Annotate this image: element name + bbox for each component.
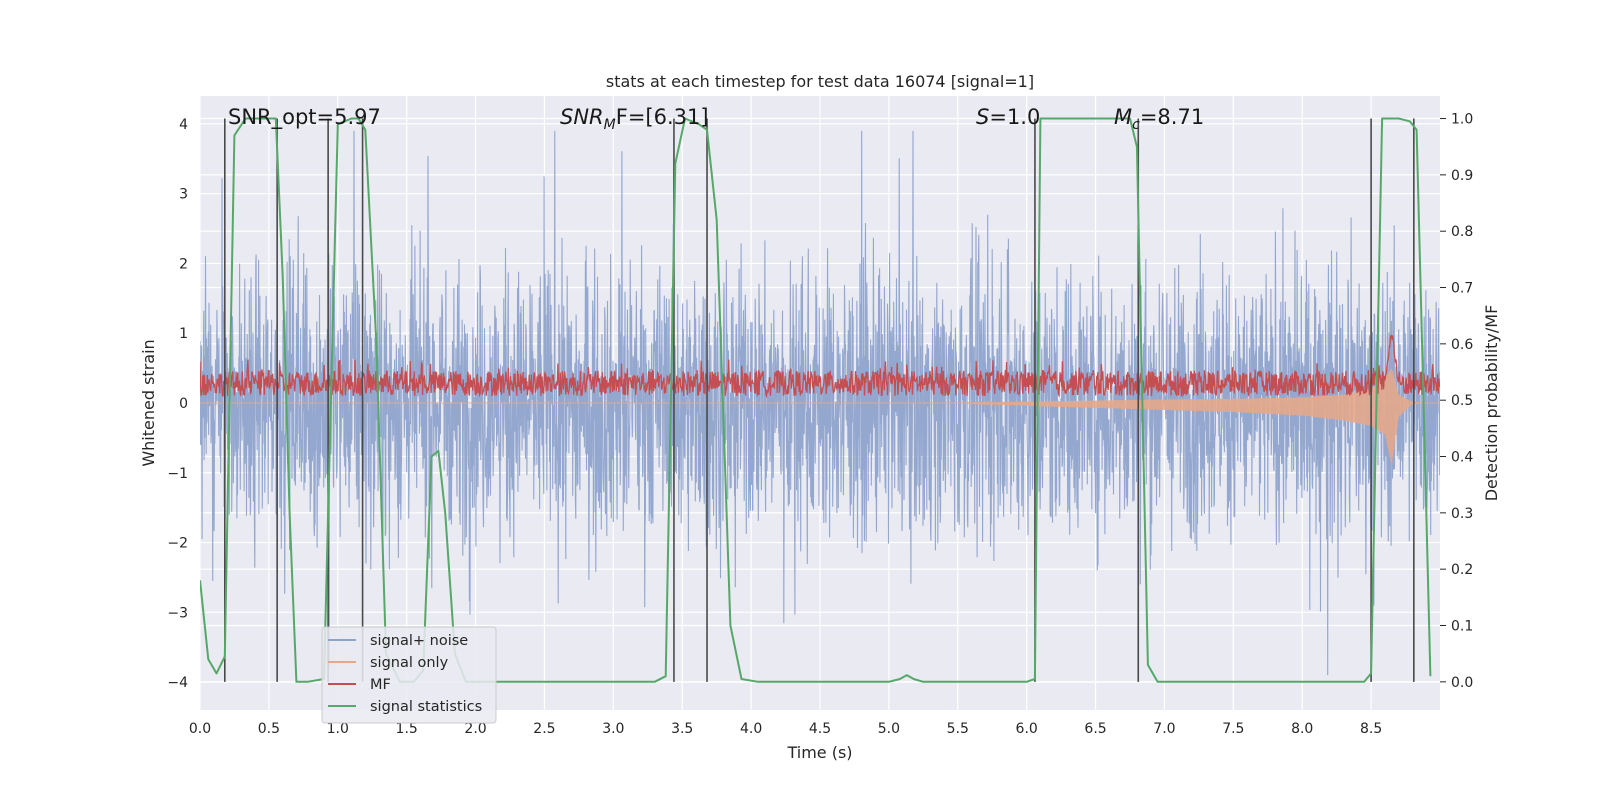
y-tick-label-left: 1 (179, 326, 188, 342)
annotation-s-rest: =1.0 (989, 105, 1040, 129)
annotation-snr-opt: SNR_opt=5.97 (228, 105, 381, 130)
y-tick-label-right: 0.2 (1451, 562, 1473, 578)
vertical-lines (224, 118, 1415, 682)
y-tick-label-left: 4 (179, 117, 188, 133)
y-tick-label-right: 0.1 (1451, 619, 1473, 635)
annotation-snr-mf-rest: F=[6.31] (616, 105, 709, 129)
x-tick-label: 3.5 (671, 721, 693, 737)
y-tick-label-right: 0.0 (1451, 675, 1473, 691)
annotation-snr-mf: SNRMF=[6.31] (560, 105, 709, 133)
y-tick-label-left: 0 (179, 396, 188, 412)
tick-labels: 0.0 0.5 1.0 1.5 2.0 2.5 3.0 3.5 4.0 4.5 5.0 5.5 6.0 6… (167, 112, 1473, 737)
y-tick-label-right: 0.8 (1451, 224, 1473, 240)
x-tick-label: 8.0 (1291, 721, 1313, 737)
data-layer (200, 130, 1440, 676)
y-tick-label-left: −1 (167, 466, 188, 482)
x-tick-label: 2.5 (533, 721, 555, 737)
y-tick-label-right: 0.9 (1451, 168, 1473, 184)
legend-label-signal-noise: signal+ noise (370, 633, 468, 649)
legend-label-mf: MF (370, 677, 391, 693)
chart-title: stats at each timestep for test data 160… (606, 72, 1034, 91)
annotation-snr-mf-main: SNR (560, 105, 604, 129)
y-tick-label-left: 3 (179, 187, 188, 203)
x-tick-label: 7.0 (1153, 721, 1175, 737)
x-tick-label: 6.5 (1084, 721, 1106, 737)
y-tick-label-right: 1.0 (1451, 112, 1473, 128)
legend-label-signal-statistics: signal statistics (370, 699, 482, 715)
x-tick-label: 5.5 (947, 721, 969, 737)
x-tick-label: 5.0 (878, 721, 900, 737)
x-tick-label: 6.0 (1016, 721, 1038, 737)
y-tick-label-right: 0.6 (1451, 337, 1473, 353)
signal-statistics-layer (200, 117, 1432, 683)
annotation-mc: Mc=8.71 (1114, 105, 1204, 133)
x-axis-label: Time (s) (786, 743, 852, 762)
y-tick-label-right: 0.3 (1451, 506, 1473, 522)
y-tick-label-left: −2 (167, 536, 188, 552)
y-axis-label-left: Whitened strain (139, 339, 158, 466)
x-tick-label: 0.0 (189, 721, 211, 737)
annotation-mc-rest: =8.71 (1140, 105, 1204, 129)
legend: signal+ noise signal only MF signal stat… (321, 626, 497, 724)
series-signal-only-line (200, 368, 1440, 465)
legend-box (321, 626, 497, 724)
y-tick-label-right: 0.7 (1451, 281, 1473, 297)
annotation-s-main: S (976, 105, 989, 129)
series-signal-statistics-line (200, 117, 1432, 683)
y-tick-label-right: 0.4 (1451, 450, 1473, 466)
x-tick-label: 4.0 (740, 721, 762, 737)
x-tick-label: 3.0 (602, 721, 624, 737)
x-tick-label: 7.5 (1222, 721, 1244, 737)
y-tick-label-right: 0.5 (1451, 393, 1473, 409)
x-tick-label: 2.0 (464, 721, 486, 737)
annotation-mc-main: M (1114, 105, 1132, 129)
y-tick-label-left: −4 (167, 675, 188, 691)
x-tick-label: 1.0 (327, 721, 349, 737)
annotation-mc-sub: c (1132, 117, 1140, 133)
annotation-s: S=1.0 (976, 105, 1040, 129)
x-tick-label: 8.5 (1360, 721, 1382, 737)
x-tick-label: 4.5 (809, 721, 831, 737)
x-tick-label: 0.5 (258, 721, 280, 737)
annotation-snr-mf-sub: M (604, 117, 616, 133)
legend-label-signal-only: signal only (370, 655, 449, 671)
y-tick-label-left: −3 (167, 605, 188, 621)
x-tick-label: 1.5 (396, 721, 418, 737)
y-axis-label-right: Detection probability/MF (1482, 305, 1501, 502)
series-mf-line (200, 334, 1440, 399)
y-tick-label-left: 2 (179, 256, 188, 272)
series-signal-noise-line (200, 130, 1440, 676)
